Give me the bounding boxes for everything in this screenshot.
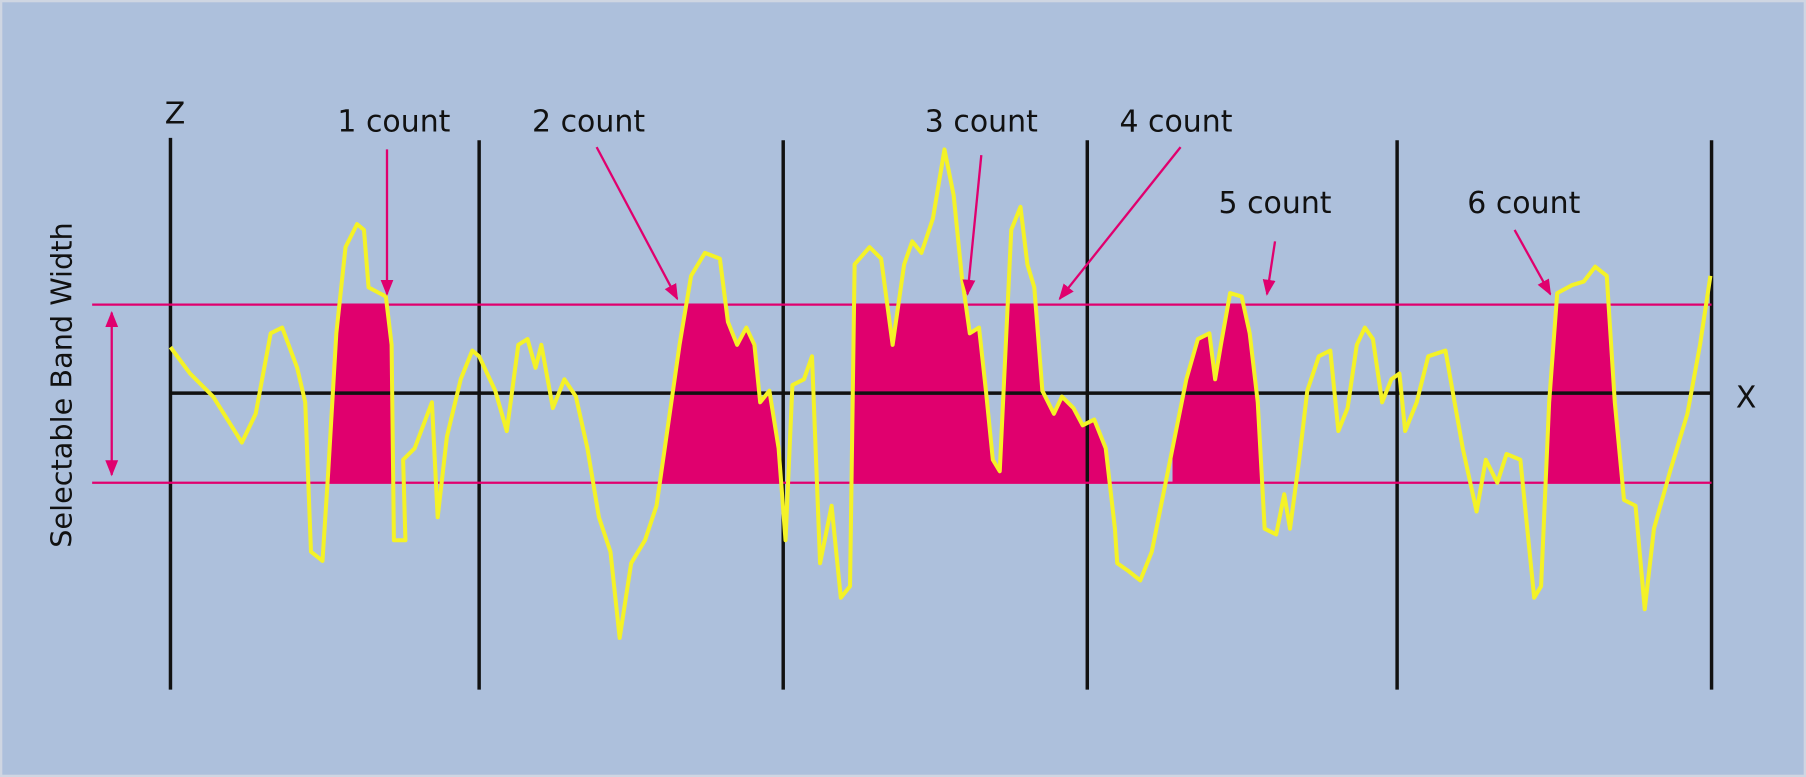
pointers [380,146,1552,301]
peak-fills [320,304,1621,483]
count-label: 1 count [337,105,450,140]
pointer [1262,241,1277,296]
count-label: 3 count [925,105,1038,140]
surface-profile [168,147,1713,640]
pointer [1513,229,1552,296]
count-label: 4 count [1119,105,1232,140]
z-label: Z [165,96,186,131]
pointer [595,146,679,301]
count-label: 5 count [1219,186,1332,221]
x-label: X [1736,380,1757,415]
pointer [962,155,983,296]
peak-fill [320,304,1621,483]
pointer [1058,146,1182,301]
count-label: 6 count [1467,186,1580,221]
band-label: Selectable Band Width [44,222,78,548]
count-label: 2 count [532,105,645,140]
